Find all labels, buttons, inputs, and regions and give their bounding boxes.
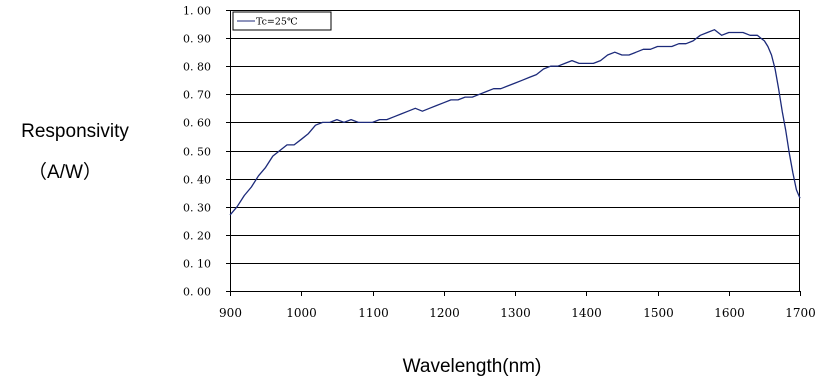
x-tick-label-1: 1000 [286, 306, 317, 320]
x-tick-label-5: 1400 [571, 306, 602, 320]
y-tick-label-0: 0. 00 [183, 286, 211, 299]
series-layer [229, 29, 801, 216]
y-axis-title-line1: Responsivity [21, 121, 129, 142]
x-axis-title: Wavelength(nm) [403, 356, 542, 377]
y-tick-label-8: 0. 80 [183, 61, 211, 74]
y-tick-label-1: 0. 10 [183, 258, 211, 271]
legend: Tc=25℃ [232, 11, 332, 31]
legend-box [232, 11, 332, 31]
y-tick-label-9: 0. 90 [183, 33, 211, 46]
y-tick-label-6: 0. 60 [183, 117, 211, 130]
x-tick-label-4: 1300 [500, 306, 531, 320]
x-tick-label-8: 1700 [785, 306, 815, 320]
y-tick-label-3: 0. 30 [183, 202, 211, 215]
x-tick-label-0: 900 [219, 306, 242, 320]
y-tick-label-5: 0. 50 [183, 146, 211, 159]
y-tick-label-2: 0. 20 [183, 230, 211, 243]
gridlines [230, 10, 800, 264]
x-tick-label-2: 1100 [358, 306, 389, 320]
y-tick-label-7: 0. 70 [183, 89, 211, 102]
x-tick-label-6: 1500 [643, 306, 674, 320]
x-tick-label-3: 1200 [429, 306, 460, 320]
axes [226, 10, 801, 296]
tick-labels: 0. 00 0. 10 0. 20 0. 30 0. 40 0. 50 0. 60 0. 70… [183, 5, 815, 321]
x-tick-label-7: 1600 [714, 306, 745, 320]
series-line-0 [229, 29, 801, 216]
y-axis-title-line2: （A/W） [28, 161, 102, 183]
y-tick-label-10: 1. 00 [183, 5, 211, 18]
legend-label: Tc=25℃ [256, 17, 298, 28]
y-tick-label-4: 0. 40 [183, 174, 211, 187]
